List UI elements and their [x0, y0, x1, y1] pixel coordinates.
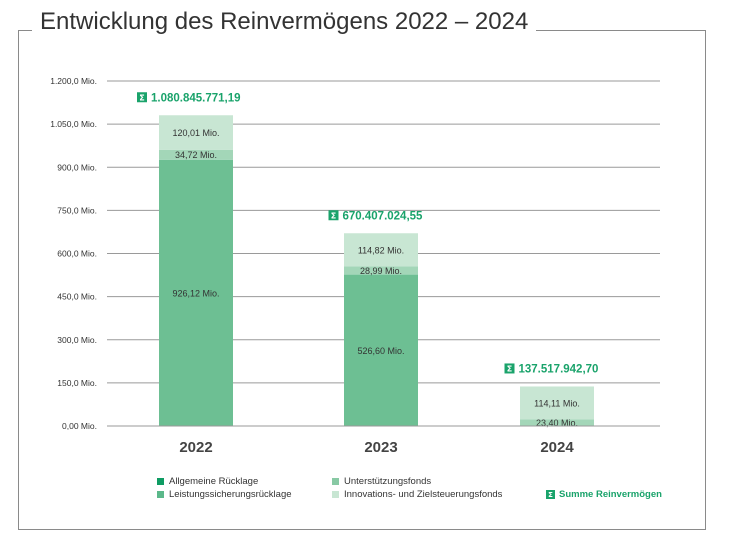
- legend-swatch: [332, 491, 339, 498]
- bar-segment: [159, 149, 233, 160]
- y-tick-label: 750,0 Mio.: [57, 205, 97, 215]
- bar-segment: [159, 159, 233, 427]
- y-tick-label: 1.050,0 Mio.: [50, 119, 97, 129]
- y-tick-label: 600,0 Mio.: [57, 249, 97, 259]
- y-tick-label: 0,00 Mio.: [62, 421, 97, 431]
- legend-item-allgemeine-ruecklage: Allgemeine Rücklage: [157, 476, 258, 487]
- bar-segment: [520, 419, 594, 426]
- sigma-icon: [504, 363, 515, 374]
- sigma-icon: [328, 210, 339, 221]
- bar-segment: [520, 386, 594, 420]
- bar-value-label: 28,99 Mio.: [360, 266, 402, 276]
- bar-segment: [344, 266, 418, 275]
- sigma-icon-glyph: Σ: [507, 364, 512, 373]
- bar-segment: [344, 274, 418, 426]
- y-tick-label: 150,0 Mio.: [57, 378, 97, 388]
- bar-total-label: 1.080.845.771,19: [151, 92, 241, 104]
- y-tick-label: 450,0 Mio.: [57, 292, 97, 302]
- x-category-label: 2023: [364, 439, 397, 456]
- sigma-icon-glyph: Σ: [139, 93, 144, 102]
- legend: Allgemeine Rücklage Leistungssicherungsr…: [0, 476, 730, 506]
- bar-value-label: 526,60 Mio.: [357, 346, 404, 356]
- bar-segment: [344, 233, 418, 267]
- legend-label: Unterstützungsfonds: [344, 476, 432, 487]
- bar-value-label: 926,12 Mio.: [172, 288, 219, 298]
- y-tick-label: 900,0 Mio.: [57, 162, 97, 172]
- bar-value-label: 114,11 Mio.: [534, 398, 580, 408]
- legend-label: Summe Reinvermögen: [559, 489, 662, 500]
- bar-total-label: 670.407.024,55: [343, 210, 424, 222]
- chart-title: Entwicklung des Reinvermögens 2022 – 202…: [32, 8, 537, 36]
- y-tick-label: 300,0 Mio.: [57, 335, 97, 345]
- legend-item-leistungssicherungsruecklage: Leistungssicherungsrücklage: [157, 489, 292, 500]
- legend-label: Allgemeine Rücklage: [169, 476, 259, 487]
- legend-item-unterstuetzungsfonds: Unterstützungsfonds: [332, 476, 431, 487]
- legend-label: Innovations- und Zielsteuerungsfonds: [344, 489, 503, 500]
- legend-label: Leistungssicherungsrücklage: [169, 489, 292, 500]
- sigma-icon: [137, 92, 147, 103]
- legend-swatch: [157, 478, 164, 485]
- y-tick-label: 1.200,0 Mio.: [50, 76, 97, 86]
- bar-value-label: 34,72 Mio.: [175, 150, 217, 160]
- sigma-icon: Σ: [546, 490, 555, 499]
- legend-item-summe: Σ Summe Reinvermögen: [546, 489, 662, 500]
- x-category-label: 2024: [540, 439, 574, 456]
- bar-total-label: 137.517.942,70: [519, 363, 599, 375]
- sigma-icon-glyph: Σ: [331, 211, 336, 220]
- legend-swatch: [332, 478, 339, 485]
- x-category-label: 2022: [179, 439, 212, 456]
- bar-value-label: 120,01 Mio.: [172, 128, 219, 138]
- bar-value-label: 23,40 Mio.: [536, 418, 578, 428]
- legend-item-innovations-zielsteuerungsfonds: Innovations- und Zielsteuerungsfonds: [332, 489, 502, 500]
- bar-segment: [159, 115, 233, 150]
- bar-value-label: 114,82 Mio.: [358, 245, 404, 255]
- legend-swatch: [157, 491, 164, 498]
